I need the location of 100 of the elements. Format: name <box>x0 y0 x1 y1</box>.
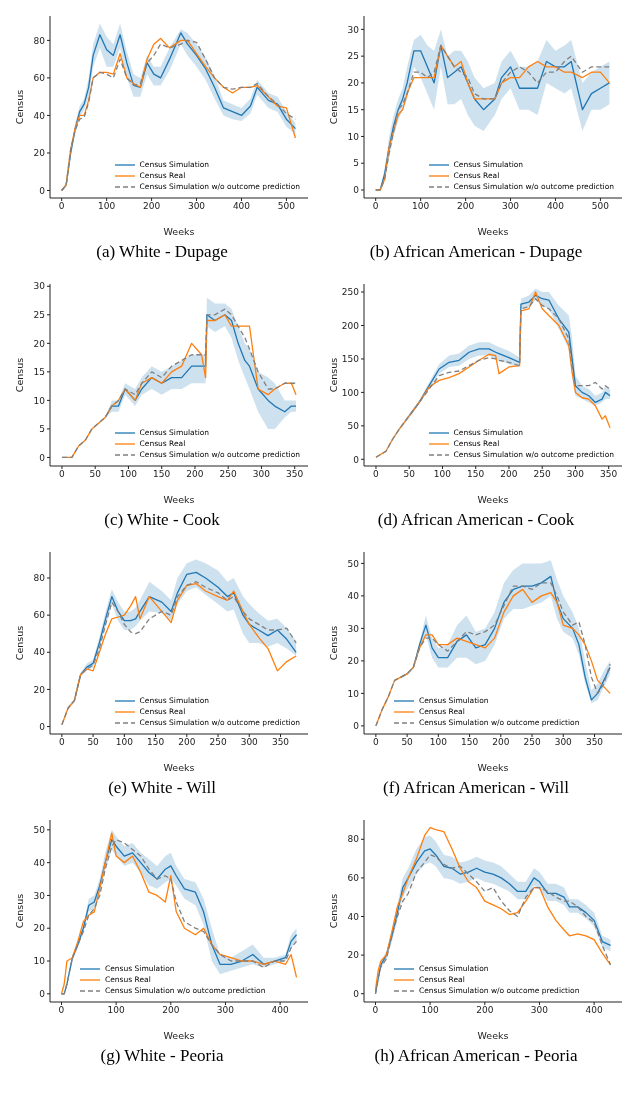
x-tick-label: 0 <box>372 1005 379 1016</box>
y-tick-label: 10 <box>33 956 46 967</box>
x-tick-label: 200 <box>186 469 204 480</box>
text: (g) White - Peoria <box>99 1046 225 1066</box>
x-tick-label: 300 <box>554 737 573 748</box>
x-tick-label: 200 <box>162 1005 180 1016</box>
y-tick-label: 0 <box>39 452 46 463</box>
x-tick-label: 0 <box>59 469 66 480</box>
x-tick-label: 350 <box>286 469 304 480</box>
x-tick-label: 150 <box>467 469 485 480</box>
x-tick-label: 200 <box>492 737 510 748</box>
x-tick-label: 300 <box>187 201 206 212</box>
x-axis-title: Weeks <box>163 493 195 505</box>
x-tick-label: 500 <box>277 201 296 212</box>
x-tick-label: 300 <box>252 469 271 480</box>
y-axis-title: Census <box>328 893 340 929</box>
y-tick-label: 20 <box>347 950 360 961</box>
y-tick-label: 25 <box>33 310 45 320</box>
x-tick-label: 250 <box>209 737 227 748</box>
y-tick-label: 40 <box>33 647 46 658</box>
x-axis-title: Weeks <box>163 1029 195 1041</box>
x-tick-label: 0 <box>373 469 380 480</box>
y-tick-label: 200 <box>341 320 360 331</box>
x-tick-label: 250 <box>219 469 238 480</box>
x-axis-title: Weeks <box>163 761 195 773</box>
x-tick-label: 150 <box>460 737 479 748</box>
y-tick-label: 15 <box>347 104 359 115</box>
y-tick-label: 40 <box>347 591 360 602</box>
x-tick-label: 0 <box>373 737 379 748</box>
y-tick-label: 100 <box>341 387 360 398</box>
y-axis-title: Census <box>328 357 340 393</box>
y-tick-label: 15 <box>33 367 45 378</box>
text: (e) White - Will <box>107 778 217 798</box>
y-tick-label: 0 <box>39 721 46 732</box>
x-axis-title: Weeks <box>163 225 195 237</box>
y-tick-label: 60 <box>347 873 360 884</box>
x-tick-label: 100 <box>115 737 134 748</box>
x-tick-label: 400 <box>271 1005 289 1016</box>
x-tick-label: 300 <box>216 1005 235 1016</box>
y-tick-label: 25 <box>347 51 359 62</box>
y-tick-label: 50 <box>33 825 46 836</box>
y-tick-label: 10 <box>33 395 46 406</box>
x-tick-label: 400 <box>232 201 251 212</box>
text: (a) White - Dupage <box>95 242 229 262</box>
text: (d) African American - Cook <box>376 510 576 530</box>
x-tick-label: 300 <box>566 469 585 480</box>
x-tick-label: 100 <box>421 1005 439 1016</box>
y-axis-title: Census <box>14 357 26 393</box>
y-tick-label: 80 <box>33 35 46 46</box>
x-tick-label: 350 <box>600 469 618 480</box>
x-tick-label: 50 <box>401 737 414 748</box>
x-tick-label: 400 <box>546 201 565 212</box>
x-tick-label: 100 <box>98 201 116 212</box>
x-tick-label: 300 <box>240 737 259 748</box>
x-tick-label: 0 <box>58 1005 65 1016</box>
y-tick-label: 20 <box>33 684 46 695</box>
x-tick-label: 400 <box>585 1005 603 1016</box>
text: (c) White - Cook <box>103 510 221 530</box>
x-tick-label: 100 <box>119 469 138 480</box>
y-axis-title: Census <box>14 89 26 125</box>
y-axis-title: Census <box>328 89 340 125</box>
x-tick-label: 200 <box>500 469 518 480</box>
y-axis-title: Census <box>14 625 26 661</box>
x-tick-label: 100 <box>107 1005 125 1016</box>
y-tick-label: 0 <box>353 988 360 999</box>
x-tick-label: 150 <box>153 469 171 480</box>
y-tick-label: 0 <box>353 185 360 196</box>
y-tick-label: 5 <box>39 424 45 435</box>
x-tick-label: 200 <box>178 737 196 748</box>
x-tick-label: 0 <box>59 737 65 748</box>
text: (f) African American - Will <box>382 778 570 798</box>
y-tick-label: 20 <box>33 148 46 159</box>
x-tick-label: 200 <box>476 1005 494 1016</box>
text: (b) African American - Dupage <box>368 242 584 262</box>
x-tick-label: 300 <box>501 201 520 212</box>
y-tick-label: 20 <box>347 656 360 667</box>
y-tick-label: 80 <box>347 834 360 845</box>
x-tick-label: 250 <box>523 737 541 748</box>
y-tick-label: 5 <box>353 158 359 169</box>
x-axis-title: Weeks <box>477 493 509 505</box>
y-tick-label: 0 <box>353 454 360 465</box>
y-tick-label: 20 <box>33 923 46 934</box>
y-tick-label: 10 <box>347 688 360 699</box>
x-tick-label: 0 <box>58 201 65 212</box>
y-tick-label: 40 <box>347 911 360 922</box>
y-tick-label: 0 <box>39 185 46 196</box>
y-tick-label: 0 <box>39 989 46 999</box>
x-axis-title: Weeks <box>477 761 509 773</box>
x-tick-label: 500 <box>591 201 610 212</box>
x-tick-label: 100 <box>412 201 430 212</box>
y-tick-label: 250 <box>341 287 360 298</box>
y-tick-label: 40 <box>33 857 46 868</box>
x-axis-title: Weeks <box>477 1029 509 1041</box>
y-tick-label: 20 <box>347 78 360 89</box>
x-tick-label: 50 <box>403 469 416 480</box>
x-tick-label: 300 <box>530 1005 549 1016</box>
y-tick-label: 30 <box>347 24 360 35</box>
x-tick-label: 200 <box>142 201 161 212</box>
x-tick-label: 200 <box>456 201 475 212</box>
y-tick-label: 0 <box>353 721 360 732</box>
